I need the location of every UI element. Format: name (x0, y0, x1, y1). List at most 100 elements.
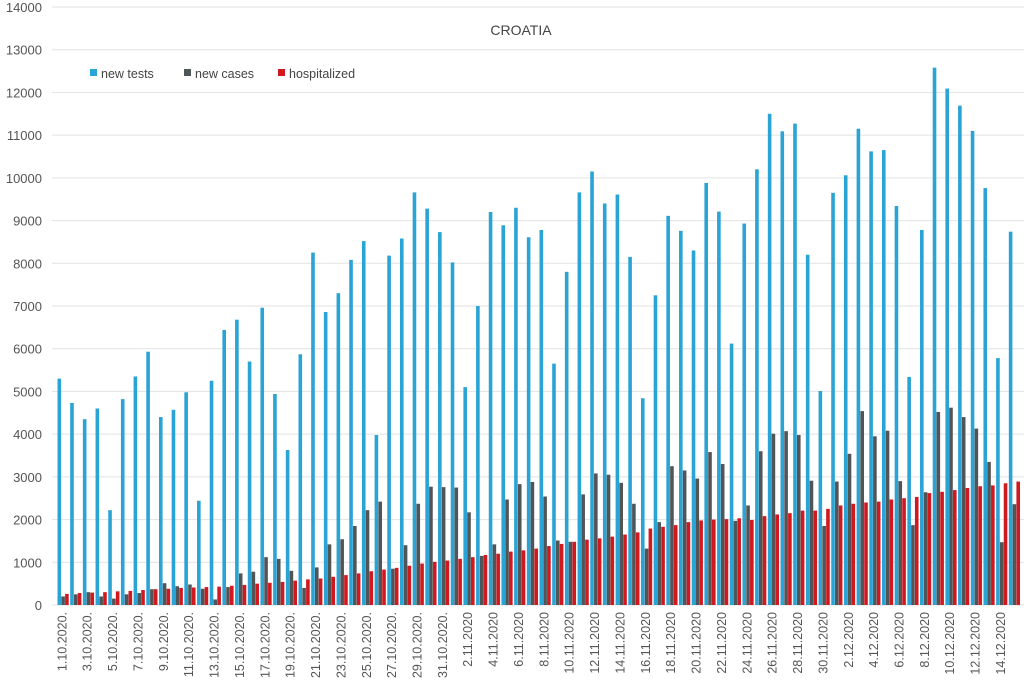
gridlines (52, 6, 1024, 606)
bar-hospitalized (724, 519, 729, 605)
bar-new-tests (539, 229, 544, 605)
bar-hospitalized (217, 586, 221, 605)
x-tick-label: 20.11.2020 (690, 612, 704, 674)
bar-new-cases (276, 558, 281, 605)
bars (57, 67, 1021, 606)
bar-hospitalized (572, 541, 577, 605)
bar-new-tests (133, 376, 138, 605)
bar-new-tests (95, 408, 100, 605)
bar-new-cases (860, 411, 865, 605)
bar-new-tests (158, 417, 163, 605)
y-tick-label: 14000 (6, 0, 42, 15)
x-tick-label: 26.11.2020 (766, 612, 780, 674)
y-tick-label: 7000 (13, 299, 42, 314)
bar-hospitalized (242, 584, 247, 605)
bar-new-cases (733, 520, 738, 605)
bar-new-cases (99, 596, 103, 605)
bar-new-cases (467, 512, 471, 605)
bar-hospitalized (559, 543, 564, 605)
bar-hospitalized (851, 503, 856, 605)
y-axis-tick-labels: 0 1000 2000 3000 4000 5000 6000 7000 8000 9000 100… (6, 0, 42, 613)
bar-new-tests (514, 207, 518, 605)
bar-new-cases (403, 545, 408, 605)
bar-new-tests (197, 500, 201, 605)
bar-hospitalized (470, 557, 475, 605)
bar-new-cases (987, 461, 991, 605)
bar-new-cases (809, 480, 814, 605)
bar-hospitalized (509, 551, 513, 605)
bar-new-cases (492, 544, 497, 605)
bar-new-cases (632, 503, 636, 605)
bar-new-cases (568, 541, 573, 605)
y-tick-label: 0 (35, 598, 42, 613)
x-tick-label: 31.10.2020. (436, 612, 450, 678)
x-tick-label: 8.12.2020 (918, 612, 932, 668)
bar-new-cases (200, 588, 205, 605)
x-tick-label: 2.12.2020 (842, 612, 856, 668)
bar-new-cases (898, 481, 903, 605)
bar-new-cases (314, 567, 319, 605)
bar-new-cases (479, 555, 484, 605)
bar-new-cases (1012, 504, 1017, 605)
bar-new-tests (894, 206, 899, 605)
y-tick-label: 10000 (6, 171, 42, 186)
bar-hospitalized (496, 553, 500, 605)
bar-new-tests (970, 130, 975, 605)
bar-new-tests (755, 169, 759, 606)
y-tick-label: 2000 (13, 513, 42, 528)
bar-new-tests (805, 254, 810, 605)
bar-hospitalized (661, 526, 665, 605)
bar-hospitalized (191, 587, 196, 605)
legend-label: hospitalized (289, 67, 355, 81)
x-tick-label: 21.10.2020. (309, 612, 323, 678)
y-tick-label: 12000 (6, 85, 42, 100)
bar-new-cases (708, 452, 712, 605)
bar-new-cases (137, 593, 142, 605)
bar-new-cases (720, 464, 725, 605)
legend-swatch (90, 69, 97, 76)
x-tick-label: 17.10.2020. (258, 612, 272, 678)
x-tick-label: 14.11.2020 (613, 612, 627, 674)
bar-new-tests (349, 259, 353, 605)
bar-new-cases (416, 503, 421, 605)
bar-hospitalized (940, 491, 944, 605)
bar-hospitalized (65, 593, 69, 605)
x-tick-label: 5.10.2020. (106, 612, 120, 671)
bar-hospitalized (534, 548, 539, 605)
bar-new-cases (429, 486, 433, 605)
bar-new-tests (679, 230, 683, 605)
bar-new-cases (353, 525, 357, 605)
bar-new-cases (73, 594, 78, 605)
bar-new-tests (108, 510, 112, 605)
bar-new-cases (530, 481, 535, 605)
bar-hospitalized (382, 569, 386, 605)
bar-new-tests (501, 225, 506, 605)
x-tick-label: 12.11.2020 (588, 612, 602, 674)
bar-hospitalized (394, 567, 399, 605)
bar-new-tests (691, 250, 696, 605)
y-tick-label: 5000 (13, 384, 42, 399)
legend-item-new-cases: new cases (184, 67, 254, 81)
chart-title: CROATIA (490, 22, 552, 38)
bar-hospitalized (420, 563, 424, 605)
x-tick-label: 22.11.2020 (715, 612, 729, 674)
bar-new-cases (822, 525, 826, 605)
bar-new-tests (615, 194, 620, 605)
bar-hospitalized (1003, 483, 1008, 605)
legend-label: new cases (195, 67, 254, 81)
bar-new-cases (670, 466, 674, 605)
bar-hospitalized (407, 565, 412, 605)
bar-new-cases (758, 451, 763, 605)
y-tick-label: 13000 (6, 43, 42, 58)
bar-new-cases (581, 494, 585, 605)
bar-hospitalized (344, 575, 348, 605)
bar-hospitalized (914, 496, 919, 605)
legend: new tests new cases hospitalized (90, 67, 355, 81)
bar-new-tests (323, 311, 328, 605)
x-tick-label: 8.11.2020 (537, 612, 551, 667)
bar-new-tests (260, 307, 265, 605)
bar-new-tests (932, 67, 937, 605)
x-tick-label: 10.12.2020 (943, 612, 957, 675)
bar-new-cases (885, 430, 890, 605)
bar-hospitalized (876, 501, 881, 605)
